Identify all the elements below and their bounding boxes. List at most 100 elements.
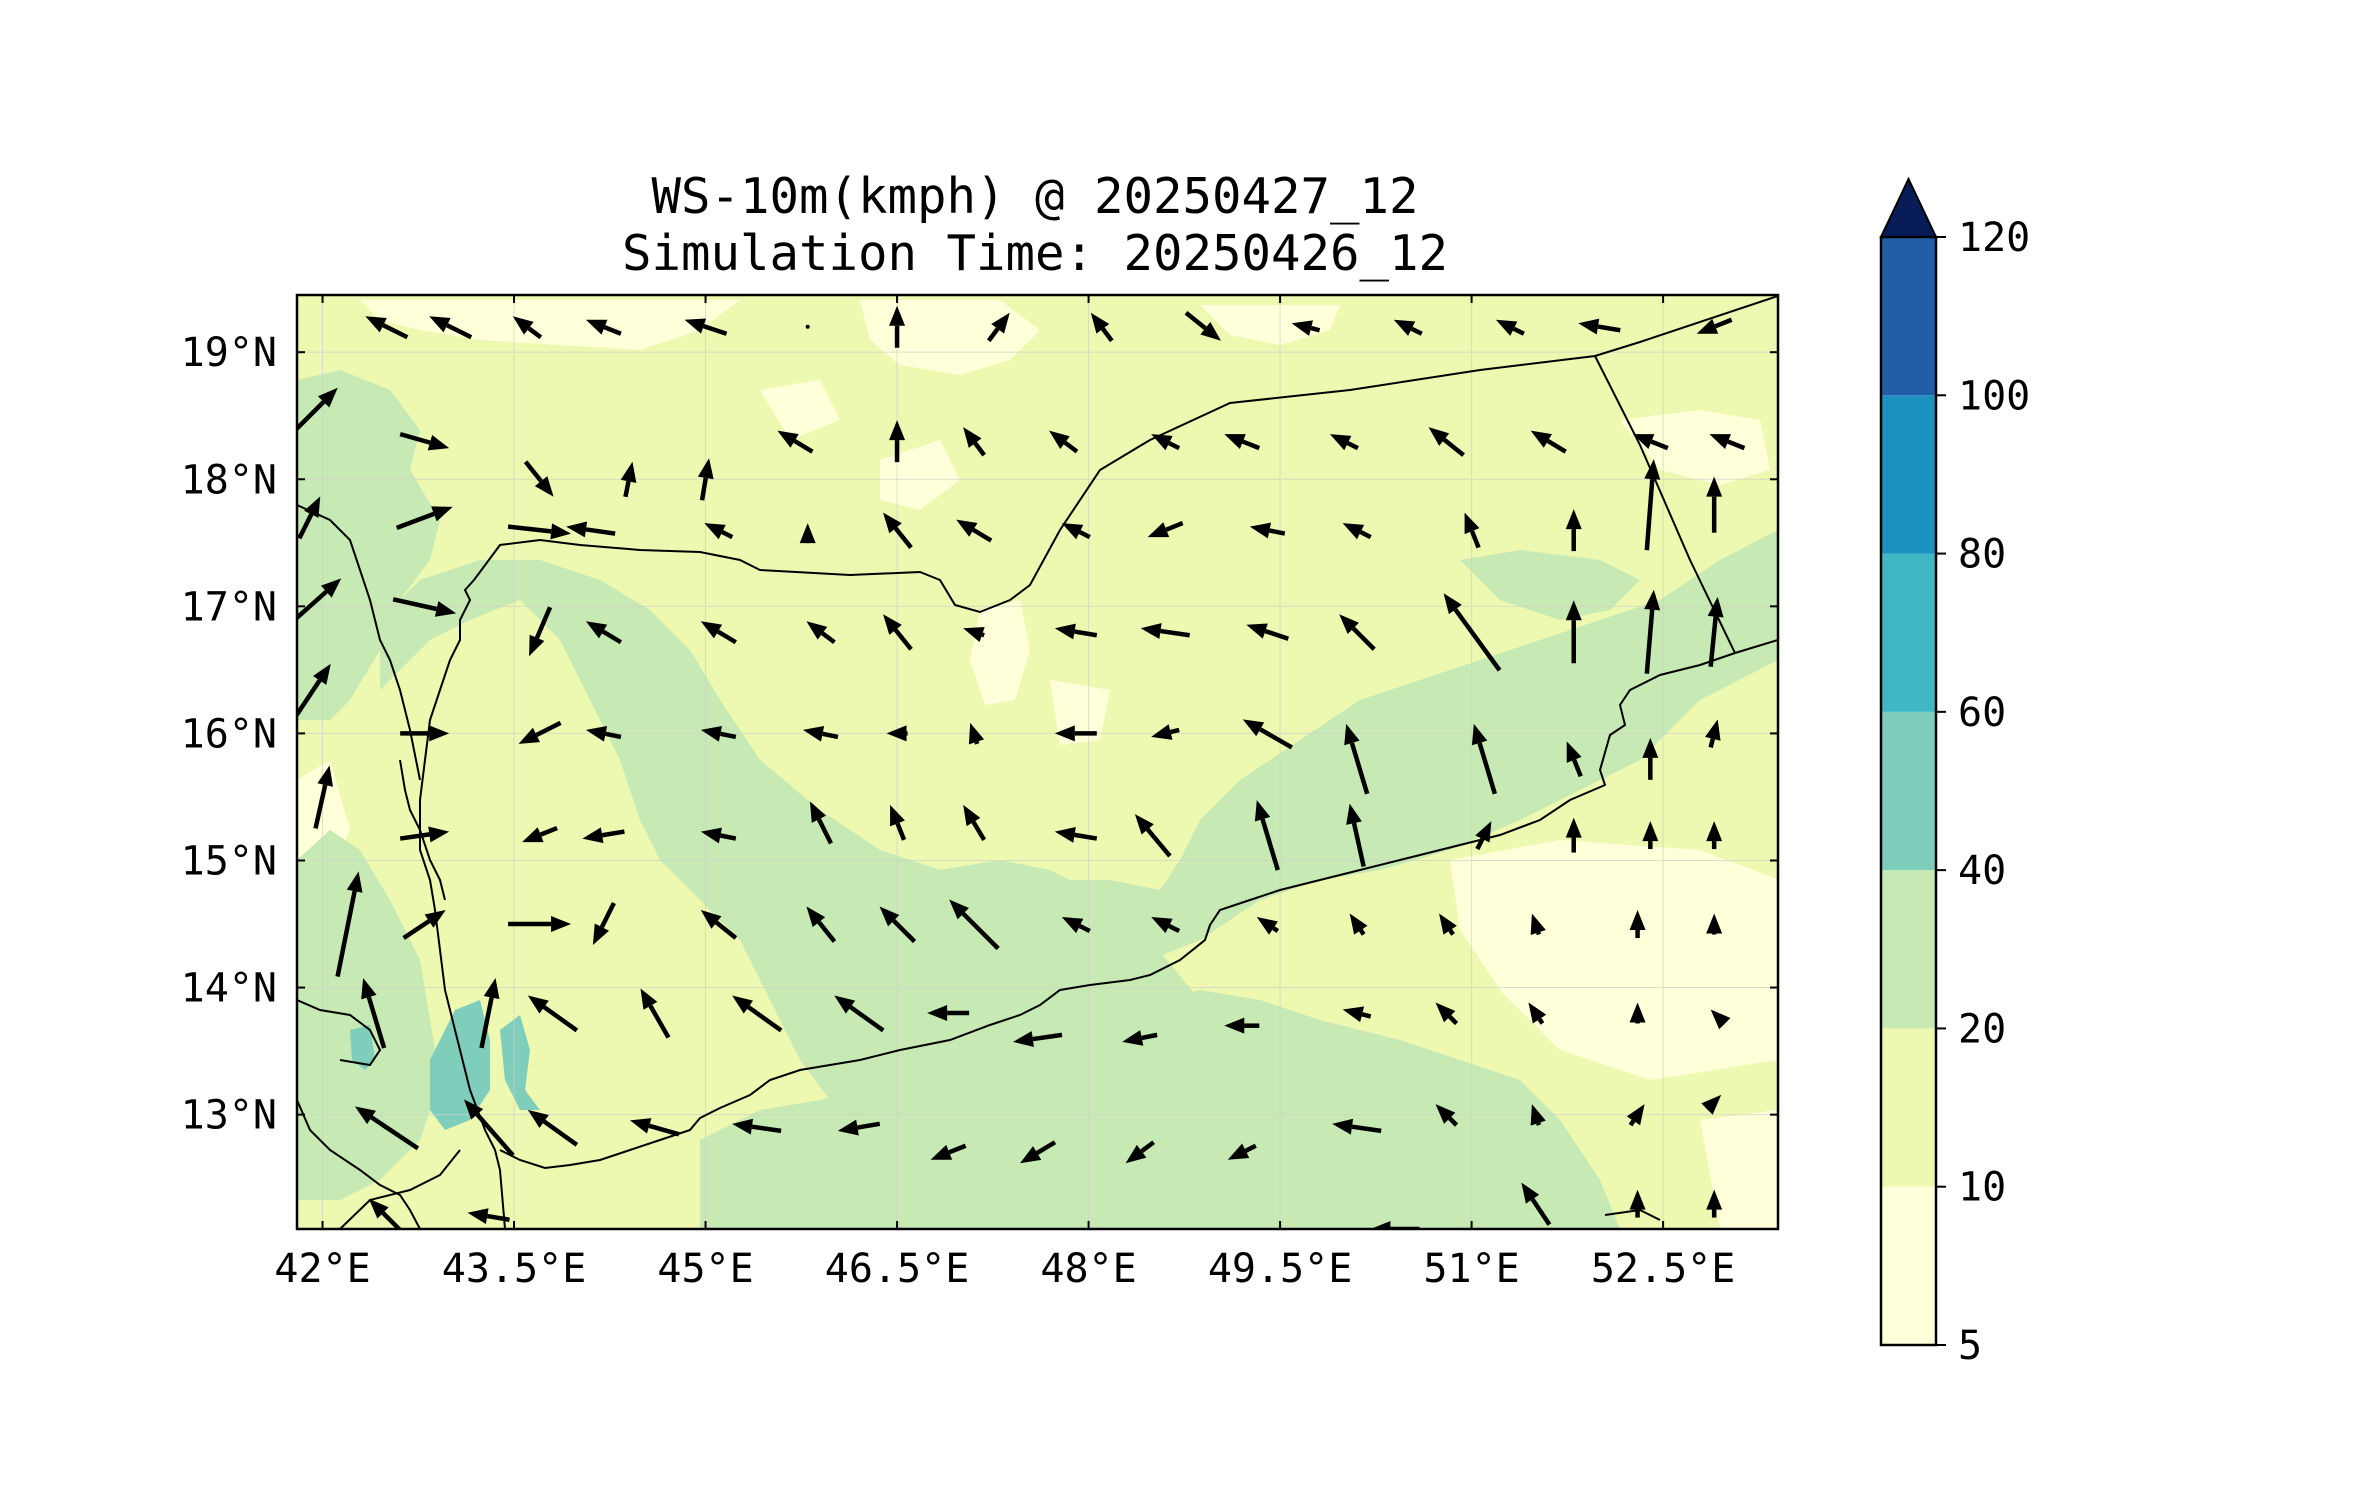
colorbar-tick-label: 10 xyxy=(1958,1165,2006,1211)
wind-vectors xyxy=(297,305,1746,1229)
field-40-60 xyxy=(350,1000,540,1130)
wind-arrow xyxy=(1435,1002,1459,1026)
wind-arrow xyxy=(1495,319,1525,336)
wind-arrow xyxy=(464,1099,515,1157)
wind-arrow xyxy=(1626,1104,1645,1127)
yemen-oman-border xyxy=(1594,355,1736,654)
lat-tick-label: 17°N xyxy=(181,584,277,630)
wind-arrow xyxy=(1565,509,1582,552)
wind-arrow xyxy=(1246,623,1290,641)
wind-arrow xyxy=(1578,318,1621,335)
lon-tick-label: 48°E xyxy=(1040,1246,1136,1292)
wind-arrow xyxy=(889,305,906,348)
wind-arrow xyxy=(1521,1182,1552,1226)
wind-arrow xyxy=(1049,430,1079,454)
wind-arrow xyxy=(1475,821,1492,851)
map-frame xyxy=(295,293,1780,1231)
wind-arrow xyxy=(1428,427,1465,457)
wind-arrow xyxy=(400,725,450,742)
wind-arrow xyxy=(1393,319,1423,336)
colorbar-tick-label: 120 xyxy=(1958,215,2030,261)
wind-arrow xyxy=(297,387,338,432)
wind-arrow xyxy=(1471,723,1498,795)
wind-arrow xyxy=(1706,1189,1723,1218)
wind-arrow xyxy=(1151,434,1181,451)
wind-arrow xyxy=(395,506,453,530)
wind-arrow xyxy=(1342,1006,1372,1023)
wind-arrow xyxy=(1629,910,1646,939)
wind-arrow xyxy=(1644,459,1661,551)
wind-arrow xyxy=(949,899,1000,951)
african-coast-mid xyxy=(399,759,446,901)
wind-arrow xyxy=(1329,434,1359,451)
wind-arrow xyxy=(1435,1104,1459,1127)
wind-arrow xyxy=(1565,817,1582,853)
colorbar-tick-label: 20 xyxy=(1958,1006,2006,1052)
map-subtitle: Simulation Time: 20250426_12 xyxy=(621,225,1448,282)
wind-arrow xyxy=(1254,800,1280,871)
wind-arrow xyxy=(529,606,553,657)
colorbar: 5 10 20 40 60 80 100 120 xyxy=(1879,176,2030,1369)
wind-arrow xyxy=(834,995,885,1033)
wind-arrow xyxy=(592,902,616,946)
colorbar-extend-arrow xyxy=(1879,176,1938,238)
wind-arrow xyxy=(1530,1104,1546,1126)
wind-arrow xyxy=(429,316,473,340)
wind-arrow xyxy=(986,312,1010,343)
wind-arrow xyxy=(700,621,737,645)
wind-arrow xyxy=(930,1143,967,1160)
wind-arrow xyxy=(956,519,993,543)
wind-arrow xyxy=(1349,913,1368,936)
colorbar-segment xyxy=(1881,711,1936,871)
map-title: WS-10m(kmph) @ 20250427_12 xyxy=(651,168,1419,225)
wind-arrow xyxy=(523,460,554,497)
colorbar-segment xyxy=(1881,1028,1936,1187)
wind-arrow xyxy=(700,827,737,844)
wind-arrow xyxy=(507,523,572,540)
wind-arrow xyxy=(399,431,450,451)
map-panel xyxy=(297,295,1778,1229)
wind-arrow xyxy=(585,621,623,645)
lon-tick-label: 49.5°E xyxy=(1208,1246,1353,1292)
wind-arrow xyxy=(585,319,622,336)
wind-arrow xyxy=(1054,826,1098,843)
wind-arrow xyxy=(1125,1140,1155,1164)
wind-arrow xyxy=(1342,523,1372,540)
wind-arrow xyxy=(1464,512,1481,549)
wind-arrow xyxy=(1706,913,1723,935)
colorbar-segment xyxy=(1881,395,1936,554)
wind-arrow xyxy=(1706,476,1723,533)
wind-arrow xyxy=(467,1208,510,1224)
colorbar-tick-label: 60 xyxy=(1958,690,2006,736)
socotra-hint xyxy=(1604,1208,1661,1221)
colorbar-frame xyxy=(1879,235,1938,1347)
field-20-40 xyxy=(297,370,1778,1229)
wind-arrow xyxy=(566,521,616,538)
wind-arrow xyxy=(700,725,737,742)
wind-arrow xyxy=(1122,1030,1158,1046)
wind-arrow xyxy=(1061,523,1091,540)
wind-arrow xyxy=(313,765,334,829)
wind-arrow xyxy=(1339,614,1376,651)
wind-arrow xyxy=(777,430,814,454)
colorbar-segment xyxy=(1881,237,1936,396)
lat-tick-label: 16°N xyxy=(181,711,277,757)
wind-arrow xyxy=(508,916,572,933)
lat-tick-label: 19°N xyxy=(181,330,277,376)
wind-arrow xyxy=(799,523,816,544)
wind-arrow xyxy=(805,324,810,329)
wind-arrow xyxy=(684,318,728,336)
wind-arrow xyxy=(883,614,913,651)
latitude-axis: 13°N 14°N 15°N 16°N 17°N 18°N 19°N xyxy=(181,330,1778,1139)
wind-arrow xyxy=(963,626,985,643)
wind-arrow xyxy=(802,725,839,742)
wind-arrow xyxy=(527,995,579,1033)
wind-arrow xyxy=(399,826,450,843)
wind-arrow xyxy=(522,825,558,843)
wind-arrow xyxy=(732,995,783,1033)
wind-arrow xyxy=(518,720,562,744)
wind-arrow xyxy=(837,1119,881,1136)
wind-arrow xyxy=(1629,1189,1646,1218)
wind-arrow xyxy=(1090,312,1114,343)
